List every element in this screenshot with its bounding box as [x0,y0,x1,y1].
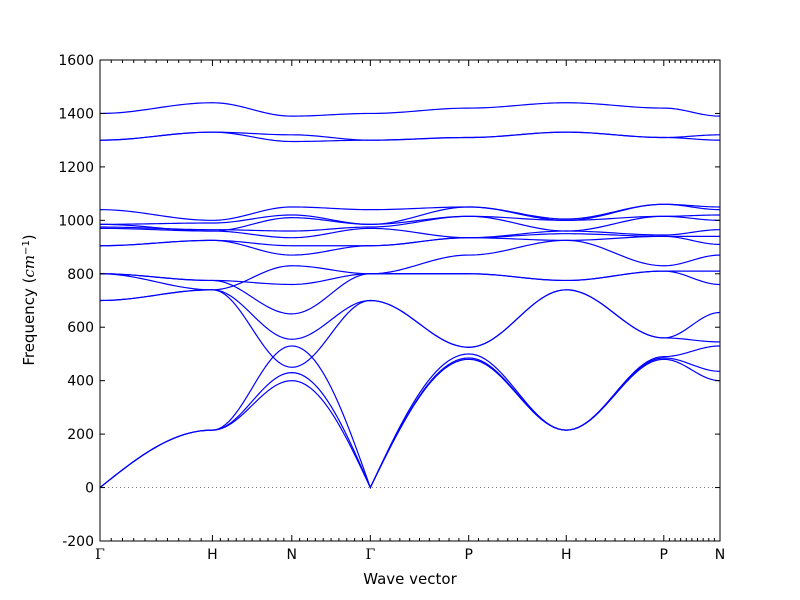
band-line [100,214,720,232]
band-line [100,227,720,239]
y-tick-label: 0 [85,481,94,497]
band-lines [100,102,720,490]
band-line [100,131,720,143]
y-tick-label: 200 [67,427,94,443]
x-tick-label: P [660,547,668,563]
band-line [100,270,720,286]
band-line [100,239,720,291]
band-line [100,289,720,368]
y-tick-label: 1200 [58,160,94,176]
x-axis-label: Wave vector [363,570,457,588]
y-tick-label: 1600 [58,53,94,69]
band-line [100,358,720,489]
y-tick-labels: -200 0 200 400 600 800 1000 1200 1400 1600 [58,53,94,550]
y-tick-label: 1000 [58,213,94,229]
band-line [100,235,720,256]
y-axis-label: Frequency (cm−1) [20,234,38,365]
band-line [100,102,720,117]
x-tick-label: N [287,547,297,563]
x-tick-label: Γ [365,547,375,563]
axis-ticks [99,59,721,542]
y-tick-label: 600 [67,320,94,336]
band-line [100,345,720,490]
band-line [100,233,720,247]
x-tick-label: N [715,547,725,563]
band-line [100,357,720,489]
x-tick-label: Γ [95,547,105,563]
y-tick-label: -200 [62,534,94,550]
y-tick-label: 800 [67,267,94,283]
band-line [100,289,720,348]
band-line [100,270,720,315]
band-line [100,203,720,221]
band-line [100,131,720,141]
x-tick-label: H [207,547,218,563]
y-tick-label: 400 [67,374,94,390]
y-tick-label: 1400 [58,106,94,122]
x-tick-label: H [561,547,572,563]
x-tick-label: P [464,547,472,563]
